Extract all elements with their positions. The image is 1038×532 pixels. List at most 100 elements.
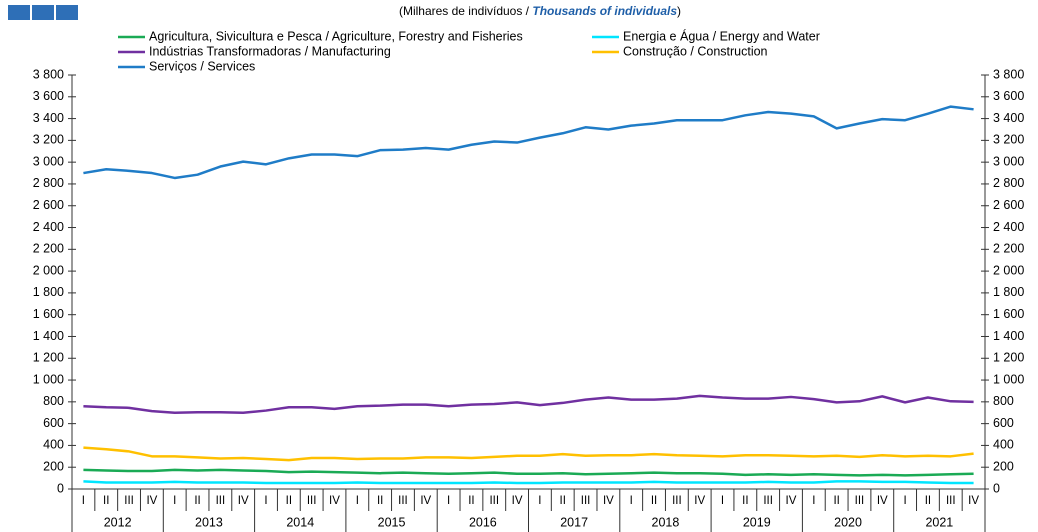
x-tick-label: II (742, 495, 748, 507)
y2-tick-label: 0 (993, 481, 1000, 495)
subtitle-en: Thousands of individuals (532, 4, 677, 18)
y2-tick-label: 3 400 (993, 111, 1024, 125)
logo-block (8, 5, 30, 20)
y-tick-label: 2 600 (33, 198, 64, 212)
year-label: 2019 (743, 515, 771, 529)
x-tick-label: II (833, 495, 839, 507)
series-line (83, 394, 974, 414)
x-tick-label: II (468, 495, 474, 507)
x-tick-label: I (721, 495, 724, 507)
y-tick-label: 2 800 (33, 176, 64, 190)
chart-subtitle: (Milhares de indivíduos / Thousands of i… (399, 4, 681, 18)
y2-tick-label: 1 600 (993, 307, 1024, 321)
y2-tick-label: 200 (993, 460, 1014, 474)
x-tick-label: I (904, 495, 907, 507)
y-tick-label: 3 200 (33, 133, 64, 147)
logo-block (32, 5, 54, 20)
x-tick-label: II (286, 495, 292, 507)
y-tick-label: 200 (43, 460, 64, 474)
y-tick-label: 3 800 (33, 67, 64, 81)
year-label: 2017 (560, 515, 588, 529)
y2-tick-label: 3 200 (993, 133, 1024, 147)
x-tick-label: III (124, 495, 134, 507)
x-tick-label: I (356, 495, 359, 507)
x-tick-label: IV (877, 495, 888, 507)
x-tick-label: IV (786, 495, 797, 507)
legend-label: Agricultura, Sivicultura e Pesca / Agric… (149, 29, 523, 43)
x-tick-label: III (307, 495, 317, 507)
x-tick-label: III (946, 495, 956, 507)
x-tick-label: IV (968, 495, 979, 507)
y-tick-label: 3 600 (33, 89, 64, 103)
y-tick-label: 1 200 (33, 351, 64, 365)
y2-tick-label: 2 000 (993, 263, 1024, 277)
x-tick-label: III (855, 495, 865, 507)
year-label: 2020 (834, 515, 862, 529)
legend-label: Indústrias Transformadoras / Manufacturi… (149, 44, 391, 58)
x-tick-label: I (447, 495, 450, 507)
x-tick-label: IV (603, 495, 614, 507)
y2-tick-label: 1 800 (993, 285, 1024, 299)
x-tick-label: IV (329, 495, 340, 507)
y2-tick-label: 3 600 (993, 89, 1024, 103)
y-tick-label: 1 800 (33, 285, 64, 299)
subtitle-end: ) (677, 4, 681, 18)
x-tick-label: II (103, 495, 109, 507)
legend-label: Energia e Água / Energy and Water (623, 28, 820, 43)
legend-label: Construção / Construction (623, 44, 768, 58)
x-tick-label: I (812, 495, 815, 507)
y-tick-label: 1 000 (33, 372, 64, 386)
x-tick-label: IV (512, 495, 523, 507)
x-tick-label: IV (420, 495, 431, 507)
year-label: 2013 (195, 515, 223, 529)
year-label: 2014 (286, 515, 314, 529)
y-tick-label: 3 400 (33, 111, 64, 125)
series-line (83, 468, 974, 477)
y2-tick-label: 600 (993, 416, 1014, 430)
year-label: 2016 (469, 515, 497, 529)
x-tick-label: II (560, 495, 566, 507)
series-line (83, 446, 974, 462)
y2-tick-label: 2 600 (993, 198, 1024, 212)
y2-tick-label: 3 800 (993, 67, 1024, 81)
x-tick-label: IV (146, 495, 157, 507)
x-tick-label: III (398, 495, 408, 507)
y2-tick-label: 1 400 (993, 329, 1024, 343)
year-label: 2021 (925, 515, 953, 529)
y-tick-label: 600 (43, 416, 64, 430)
subtitle-pt: (Milhares de indivíduos / (399, 4, 532, 18)
y2-tick-label: 1 000 (993, 372, 1024, 386)
y2-tick-label: 2 800 (993, 176, 1024, 190)
y2-tick-label: 800 (993, 394, 1014, 408)
x-tick-label: IV (238, 495, 249, 507)
legend-label: Serviços / Services (149, 59, 255, 73)
y2-tick-label: 2 400 (993, 220, 1024, 234)
x-tick-label: III (489, 495, 499, 507)
x-tick-label: III (581, 495, 591, 507)
x-tick-label: III (672, 495, 682, 507)
x-tick-label: IV (694, 495, 705, 507)
y2-tick-label: 3 000 (993, 154, 1024, 168)
x-tick-label: I (173, 495, 176, 507)
y2-tick-label: 1 200 (993, 351, 1024, 365)
y-tick-label: 3 000 (33, 154, 64, 168)
y2-tick-label: 2 200 (993, 242, 1024, 256)
x-tick-label: III (763, 495, 773, 507)
x-tick-label: III (216, 495, 226, 507)
x-tick-label: II (925, 495, 931, 507)
x-tick-label: I (630, 495, 633, 507)
y-tick-label: 0 (57, 481, 64, 495)
y-tick-label: 400 (43, 438, 64, 452)
logo-block (56, 5, 78, 20)
y-tick-label: 2 400 (33, 220, 64, 234)
x-tick-label: II (377, 495, 383, 507)
y2-tick-label: 400 (993, 438, 1014, 452)
x-tick-label: II (651, 495, 657, 507)
y-tick-label: 1 600 (33, 307, 64, 321)
series-line (83, 480, 974, 485)
y-tick-label: 1 400 (33, 329, 64, 343)
x-tick-label: I (264, 495, 267, 507)
year-label: 2012 (104, 515, 132, 529)
y-tick-label: 800 (43, 394, 64, 408)
